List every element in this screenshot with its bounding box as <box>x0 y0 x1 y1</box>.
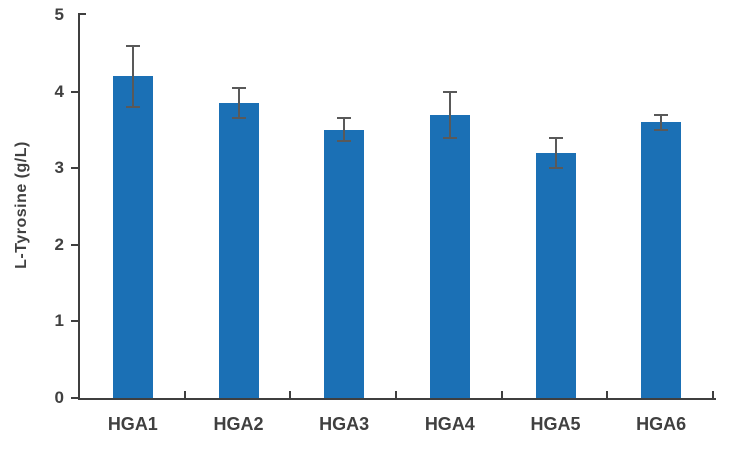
error-bar-cap-bottom <box>654 128 669 131</box>
error-bar-line <box>131 45 134 107</box>
x-tick-label: HGA1 <box>107 414 158 434</box>
error-bar-cap-top <box>125 44 140 47</box>
bar-hga4 <box>429 114 470 398</box>
x-tick-mark <box>712 391 714 398</box>
bar-hga6 <box>641 122 682 398</box>
y-tick-mark <box>71 320 78 323</box>
y-tick-mark <box>71 90 78 93</box>
y-tick-mark <box>71 243 78 246</box>
error-bar-line <box>554 137 557 169</box>
error-bar-cap-top <box>654 113 669 116</box>
x-tick-label: HGA6 <box>636 414 687 434</box>
y-tick-label: 3 <box>54 158 64 178</box>
y-tick-label: 1 <box>54 311 64 331</box>
x-tick-label: HGA3 <box>319 414 370 434</box>
x-tick-mark <box>606 391 609 398</box>
error-bar-cap-bottom <box>548 167 563 170</box>
y-tick-mark <box>71 397 78 399</box>
y-axis-line <box>78 13 80 400</box>
y-tick-label: 2 <box>54 234 64 254</box>
bar-hga1 <box>112 76 153 398</box>
error-bar-cap-bottom <box>337 140 352 143</box>
error-bar-cap-top <box>548 136 563 139</box>
y-axis-top-tick <box>80 13 86 15</box>
y-tick-mark <box>71 167 78 170</box>
x-tick-label: HGA5 <box>530 414 581 434</box>
bar-hga3 <box>324 129 365 398</box>
y-tick-label: 5 <box>54 5 64 24</box>
x-tick-label: HGA2 <box>213 414 264 434</box>
error-bar-line <box>448 91 451 138</box>
error-bar-cap-bottom <box>125 105 140 108</box>
bar-hga5 <box>535 152 576 398</box>
x-axis-line <box>78 398 716 400</box>
error-bar-cap-top <box>442 90 457 93</box>
x-tick-mark <box>500 391 503 398</box>
x-tick-mark <box>395 391 397 398</box>
y-tick-label: 0 <box>54 388 64 407</box>
x-tick-mark <box>183 391 186 398</box>
y-tick-label: 4 <box>54 81 64 101</box>
error-bar-line <box>343 118 346 142</box>
error-bar-cap-top <box>337 117 352 120</box>
error-bar-line <box>237 87 240 119</box>
error-bar-cap-top <box>231 86 246 89</box>
error-bar-cap-bottom <box>231 117 246 120</box>
x-tick-label: HGA4 <box>424 414 475 434</box>
error-bar-line <box>660 114 663 130</box>
error-bar-cap-bottom <box>442 136 457 139</box>
y-axis-title: L-Tyrosine (g/L) <box>13 141 30 269</box>
x-tick-mark <box>289 391 292 398</box>
bar-hga2 <box>218 103 259 398</box>
